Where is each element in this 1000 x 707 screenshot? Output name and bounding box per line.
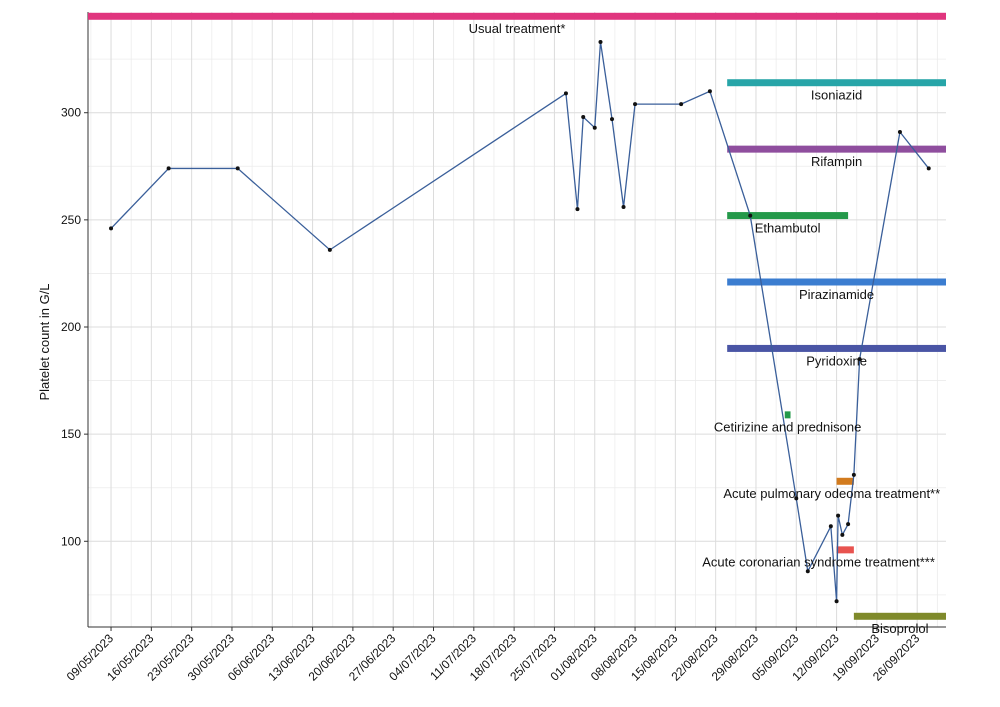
data-point — [563, 91, 568, 96]
treatment-label: Bisoprolol — [871, 621, 928, 636]
data-point — [166, 166, 171, 171]
data-point — [679, 102, 684, 107]
treatment-bar — [784, 411, 791, 419]
data-point — [633, 102, 638, 107]
data-point — [897, 130, 902, 134]
data-point — [828, 524, 833, 529]
y-tick-label: 100 — [61, 534, 81, 548]
treatment-bar — [853, 612, 946, 620]
data-point — [857, 357, 862, 362]
data-point — [581, 115, 586, 119]
treatment-labels: Usual treatment* Isoniazid Rifampin Ethambu… — [469, 21, 941, 636]
treatment-label: Ethambutol — [755, 220, 821, 235]
platelet-line — [110, 41, 930, 602]
grid-minor — [88, 12, 946, 627]
treatment-label: Acute coronarian syndrome treatment*** — [702, 555, 935, 570]
data-point — [235, 166, 240, 171]
x-tick-labels: 09/05/202316/05/202323/05/202330/05/2023… — [64, 627, 923, 684]
data-point — [575, 207, 580, 212]
data-point — [794, 496, 799, 501]
treatment-bar — [727, 278, 946, 286]
treatment-label: Acute pulmonary odeoma treatment** — [723, 486, 940, 501]
data-point — [926, 166, 931, 171]
treatment-bar — [836, 546, 854, 554]
platelet-series — [109, 40, 931, 604]
treatment-bar — [727, 212, 849, 220]
y-tick-label: 150 — [61, 427, 81, 441]
data-point — [707, 89, 712, 94]
treatment-label: Pirazinamide — [799, 287, 874, 302]
y-axis-title: Platelet count in G/L — [37, 283, 52, 400]
data-point — [327, 247, 332, 252]
treatment-label: Pyridoxine — [806, 353, 867, 368]
treatment-label: Isoniazid — [811, 88, 862, 103]
data-point — [805, 569, 810, 574]
treatment-label: Cetirizine and prednisone — [714, 420, 861, 435]
treatment-label: Usual treatment* — [469, 21, 566, 36]
treatment-bar — [727, 344, 946, 352]
data-point — [840, 532, 845, 537]
y-tick-label: 250 — [61, 213, 81, 227]
treatment-bar — [727, 79, 946, 87]
data-point — [610, 117, 615, 122]
treatment-bar — [727, 145, 946, 153]
data-point — [748, 213, 753, 218]
y-tick-labels: 100 150 200 250 300 — [61, 106, 88, 548]
data-point — [834, 599, 839, 604]
data-point — [598, 40, 603, 44]
y-tick-label: 200 — [61, 320, 81, 334]
data-point — [592, 125, 597, 130]
data-point — [109, 226, 114, 231]
data-point — [621, 205, 626, 209]
treatment-label: Rifampin — [811, 154, 862, 169]
y-tick-label: 300 — [61, 106, 81, 120]
data-point — [836, 513, 841, 518]
grid-major — [88, 12, 946, 627]
treatment-bar — [88, 12, 946, 20]
data-point — [846, 522, 851, 527]
data-point — [851, 472, 856, 477]
axes — [87, 12, 946, 628]
treatment-bars — [88, 12, 946, 620]
treatment-bar — [836, 477, 854, 485]
